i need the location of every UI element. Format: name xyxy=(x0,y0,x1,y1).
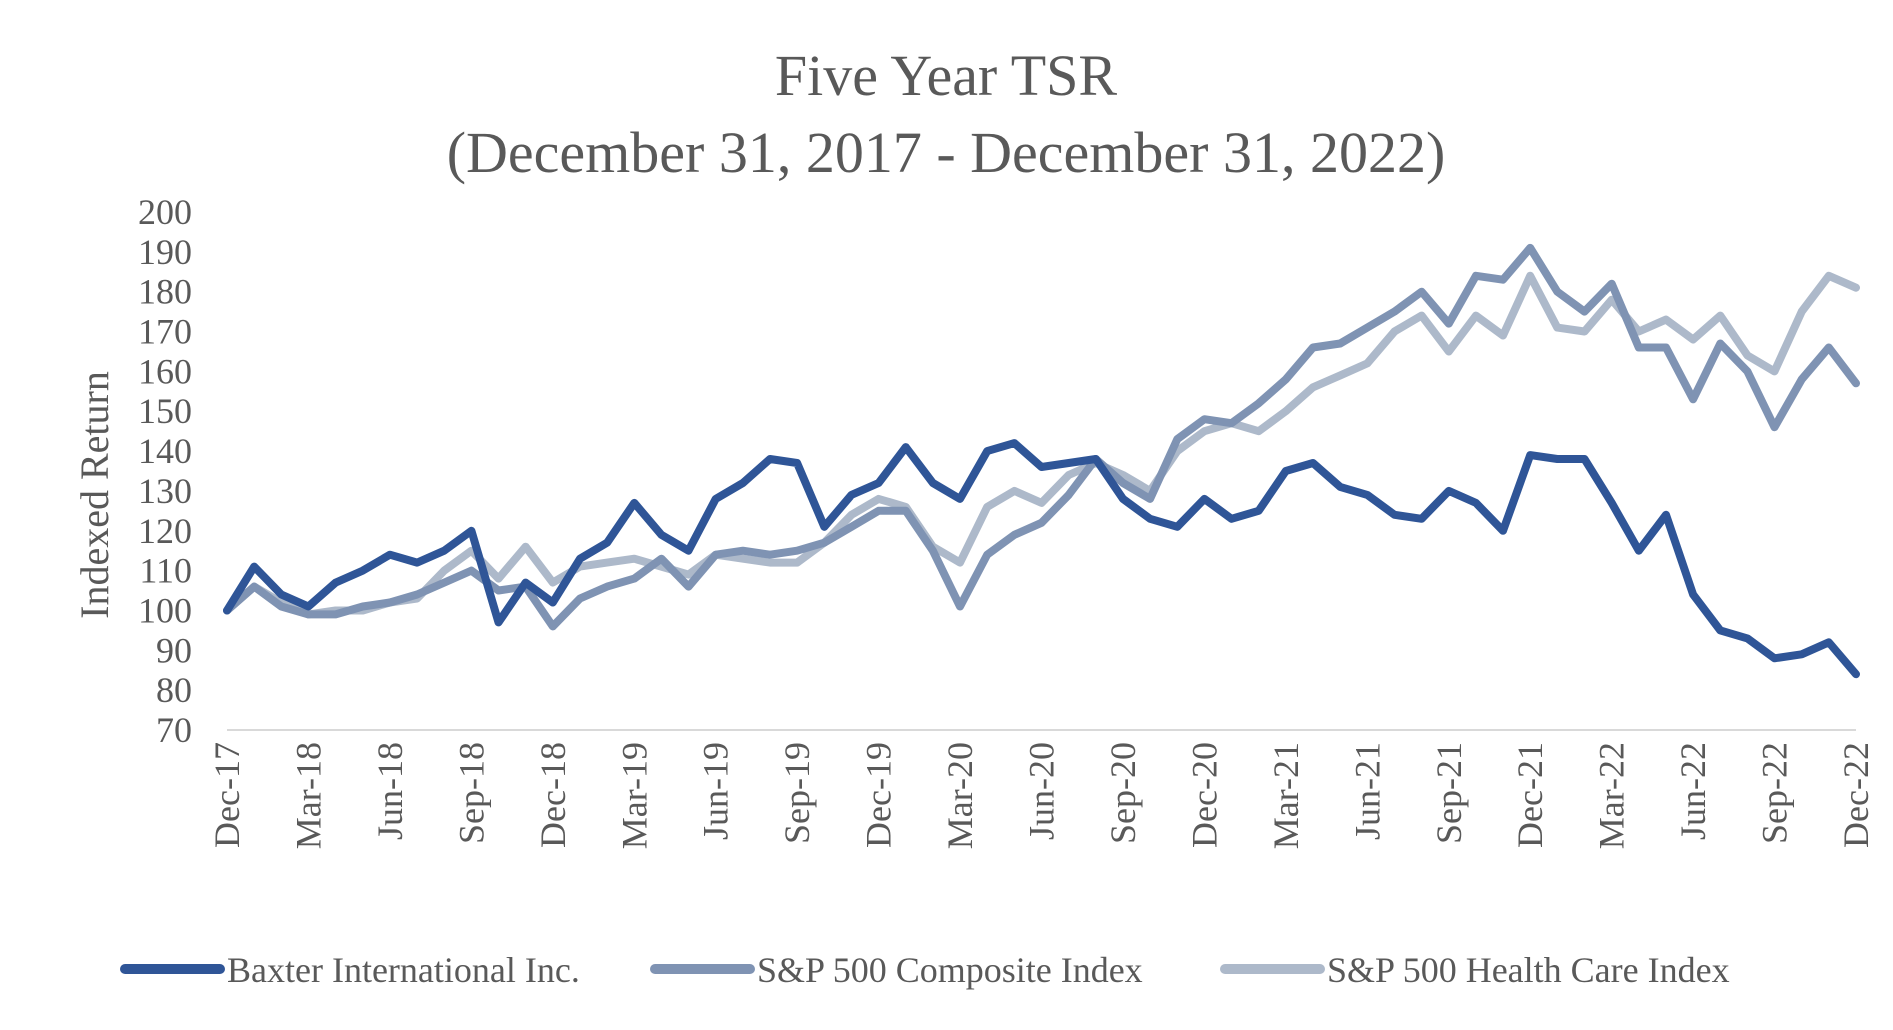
x-tick-label: Jun-21 xyxy=(1347,742,1387,840)
x-axis: Dec-17 Mar-18 Jun-18 Sep-18 Dec-18 Mar-19 Jun-… xyxy=(207,742,1876,849)
series-line-1 xyxy=(223,439,1860,679)
x-tick-label: Dec-17 xyxy=(207,742,247,848)
legend-label-3: S&P 500 Health Care Index xyxy=(1327,950,1730,990)
x-tick-label: Sep-22 xyxy=(1755,742,1795,844)
legend: Baxter International Inc. S&P 500 Composi… xyxy=(120,950,1730,990)
x-tick-label: Jun-20 xyxy=(1022,742,1062,840)
y-tick-label: 70 xyxy=(156,710,192,750)
y-tick-label: 80 xyxy=(156,670,192,710)
x-tick-label: Mar-20 xyxy=(940,742,980,849)
x-tick-label: Sep-18 xyxy=(451,742,491,844)
x-tick-label: Jun-18 xyxy=(370,742,410,840)
y-tick-label: 140 xyxy=(138,431,192,471)
series-line-2 xyxy=(223,243,1860,631)
x-tick-label: Sep-21 xyxy=(1429,742,1469,844)
x-tick-label: Mar-22 xyxy=(1592,742,1632,849)
y-tick-label: 150 xyxy=(138,391,192,431)
y-tick-label: 190 xyxy=(138,232,192,272)
y-tick-label: 180 xyxy=(138,272,192,312)
series-line-3 xyxy=(223,271,1860,619)
x-tick-label: Dec-19 xyxy=(859,742,899,848)
x-tick-label: Mar-21 xyxy=(1266,742,1306,849)
y-tick-label: 200 xyxy=(138,192,192,232)
y-tick-label: 160 xyxy=(138,351,192,391)
x-tick-label: Sep-19 xyxy=(777,742,817,844)
x-tick-label: Dec-18 xyxy=(533,742,573,848)
y-tick-label: 90 xyxy=(156,630,192,670)
y-tick-label: 170 xyxy=(138,312,192,352)
y-tick-label: 120 xyxy=(138,511,192,551)
y-axis-label: Indexed Return xyxy=(72,371,117,619)
y-tick-label: 130 xyxy=(138,471,192,511)
y-tick-label: 110 xyxy=(139,551,192,591)
x-tick-label: Mar-18 xyxy=(288,742,328,849)
series-lines xyxy=(223,243,1860,679)
legend-label-2: S&P 500 Composite Index xyxy=(757,950,1143,990)
x-tick-label: Jun-22 xyxy=(1673,742,1713,840)
y-tick-label: 100 xyxy=(138,590,192,630)
legend-label-1: Baxter International Inc. xyxy=(227,950,580,990)
x-tick-label: Mar-19 xyxy=(614,742,654,849)
x-tick-label: Sep-20 xyxy=(1103,742,1143,844)
chart-title: Five Year TSR xyxy=(775,43,1117,108)
x-tick-label: Dec-20 xyxy=(1184,742,1224,848)
chart-subtitle: (December 31, 2017 - December 31, 2022) xyxy=(447,120,1446,185)
x-tick-label: Dec-22 xyxy=(1836,742,1876,848)
x-tick-label: Jun-19 xyxy=(696,742,736,840)
x-tick-label: Dec-21 xyxy=(1510,742,1550,848)
